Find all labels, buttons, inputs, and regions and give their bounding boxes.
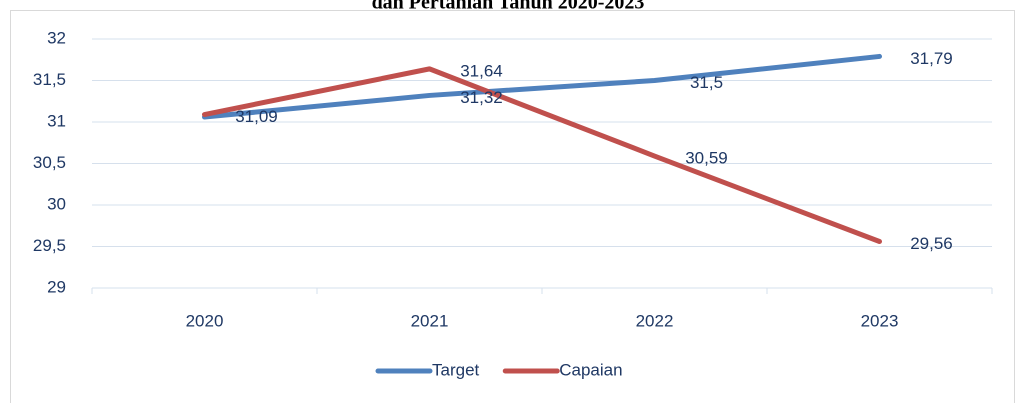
data-label: 31,79: [910, 49, 953, 68]
data-label: 31,09: [235, 107, 278, 126]
chart-title: dan Pertanian Tahun 2020-2023: [372, 0, 645, 14]
series-line: [202, 53, 882, 120]
data-label: 31,5: [690, 73, 723, 92]
data-label: 29,56: [910, 234, 953, 253]
data-label: 31,32: [460, 88, 503, 107]
y-tick-label: 29,5: [33, 236, 66, 255]
chart-border: [10, 10, 1015, 403]
data-label: 31,64: [460, 61, 503, 80]
y-tick-label: 31: [47, 111, 66, 130]
y-tick-label: 30: [47, 194, 66, 213]
x-tick-label: 2020: [186, 311, 224, 330]
x-tick-label: 2023: [861, 311, 899, 330]
y-tick-label: 31,5: [33, 70, 66, 89]
y-tick-label: 30,5: [33, 153, 66, 172]
legend-label: Capaian: [559, 360, 622, 379]
legend-label: Target: [432, 360, 480, 379]
x-tick-label: 2021: [411, 311, 449, 330]
series-line: [202, 66, 882, 245]
data-label: 30,59: [685, 149, 728, 168]
x-tick-label: 2022: [636, 311, 674, 330]
y-tick-label: 29: [47, 277, 66, 296]
y-tick-label: 32: [47, 28, 66, 47]
